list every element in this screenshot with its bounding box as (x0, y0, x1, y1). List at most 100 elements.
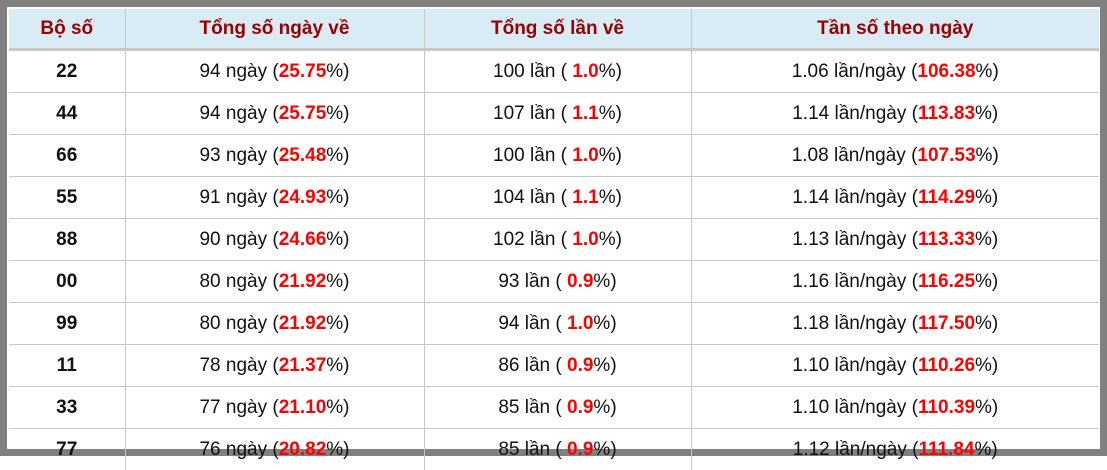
unit: lần (530, 187, 555, 208)
ngay-percent: 25.75 (279, 61, 327, 82)
lan-value: 86 (498, 355, 519, 376)
ngay-value: 94 (199, 103, 220, 124)
unit: lần (530, 103, 555, 124)
ngay-value: 93 (199, 145, 220, 166)
unit: lần/ngày (835, 187, 907, 208)
tan-so-percent: 110.39 (918, 397, 975, 418)
tong-ngay-cell: 80 ngày (21.92%) (125, 261, 424, 303)
tan-so-cell: 1.10 lần/ngày (110.39%) (691, 387, 1099, 429)
lan-value: 93 (498, 271, 519, 292)
tan-so-percent: 107.53 (917, 145, 975, 166)
bo-so-cell: 55 (9, 177, 125, 219)
lan-percent: 1.0 (572, 145, 598, 166)
tan-so-percent: 114.29 (918, 187, 975, 208)
unit: ngày (226, 355, 267, 376)
tan-so-cell: 1.16 lần/ngày (116.25%) (691, 261, 1099, 303)
bo-so-cell: 66 (9, 135, 125, 177)
tong-lan-cell: 85 lần ( 0.9%) (424, 429, 691, 470)
unit: lần/ngày (835, 271, 907, 292)
unit: lần (530, 61, 555, 82)
lan-percent: 0.9 (567, 397, 593, 418)
tan-so-cell: 1.14 lần/ngày (113.83%) (691, 93, 1099, 135)
ngay-percent: 25.75 (279, 103, 327, 124)
tong-ngay-cell: 93 ngày (25.48%) (125, 135, 424, 177)
lan-value: 102 (493, 229, 525, 250)
unit: lần/ngày (835, 103, 907, 124)
ngay-value: 80 (199, 271, 220, 292)
unit: lần/ngày (835, 229, 907, 250)
lan-percent: 1.1 (572, 187, 598, 208)
bo-so-cell: 33 (9, 387, 125, 429)
tan-so-cell: 1.08 lần/ngày (107.53%) (691, 135, 1099, 177)
ngay-value: 80 (199, 313, 220, 334)
unit: ngày (226, 187, 267, 208)
unit: ngày (226, 397, 267, 418)
lan-percent: 0.9 (567, 439, 593, 460)
lan-percent: 1.0 (567, 313, 593, 334)
tan-so-cell: 1.06 lần/ngày (106.38%) (691, 50, 1099, 93)
tan-so-percent: 116.25 (918, 271, 975, 292)
unit: lần/ngày (834, 61, 906, 82)
tan-so-percent: 110.26 (918, 355, 975, 376)
tan-so-value: 1.14 (792, 187, 829, 208)
bo-so-cell: 11 (9, 345, 125, 387)
ngay-value: 77 (199, 397, 220, 418)
lan-percent: 1.0 (572, 61, 598, 82)
tan-so-percent: 113.83 (918, 103, 975, 124)
lan-value: 107 (493, 103, 525, 124)
table-frame: Bộ số Tổng số ngày về Tổng số lần về Tần… (0, 0, 1107, 456)
tan-so-value: 1.10 (792, 397, 829, 418)
tan-so-cell: 1.14 lần/ngày (114.29%) (691, 177, 1099, 219)
tan-so-cell: 1.12 lần/ngày (111.84%) (691, 429, 1099, 470)
tong-lan-cell: 100 lần ( 1.0%) (424, 50, 691, 93)
tan-so-value: 1.08 (792, 145, 829, 166)
tong-ngay-cell: 91 ngày (24.93%) (125, 177, 424, 219)
ngay-percent: 21.37 (279, 355, 327, 376)
tong-lan-cell: 85 lần ( 0.9%) (424, 387, 691, 429)
ngay-percent: 21.10 (279, 397, 327, 418)
tong-ngay-cell: 77 ngày (21.10%) (125, 387, 424, 429)
ngay-value: 78 (199, 355, 220, 376)
ngay-percent: 20.82 (279, 439, 327, 460)
lan-value: 94 (498, 313, 519, 334)
tan-so-cell: 1.10 lần/ngày (110.26%) (691, 345, 1099, 387)
header-tong-so-lan: Tổng số lần về (424, 9, 691, 50)
tong-lan-cell: 93 lần ( 0.9%) (424, 261, 691, 303)
unit: ngày (226, 439, 267, 460)
unit: lần (530, 145, 555, 166)
lan-percent: 1.1 (572, 103, 598, 124)
ngay-value: 90 (199, 229, 220, 250)
unit: lần (530, 229, 555, 250)
tong-ngay-cell: 76 ngày (20.82%) (125, 429, 424, 470)
tan-so-value: 1.13 (792, 229, 829, 250)
bo-so-cell: 77 (9, 429, 125, 470)
bo-so-cell: 44 (9, 93, 125, 135)
tong-lan-cell: 104 lần ( 1.1%) (424, 177, 691, 219)
ngay-percent: 21.92 (279, 313, 327, 334)
unit: ngày (226, 103, 267, 124)
lan-value: 100 (493, 145, 525, 166)
tan-so-value: 1.06 (792, 61, 829, 82)
lan-value: 100 (493, 61, 525, 82)
unit: ngày (226, 229, 267, 250)
unit: lần (525, 271, 550, 292)
tan-so-cell: 1.13 lần/ngày (113.33%) (691, 219, 1099, 261)
tong-ngay-cell: 90 ngày (24.66%) (125, 219, 424, 261)
unit: lần (525, 313, 550, 334)
unit: lần (525, 355, 550, 376)
tong-lan-cell: 94 lần ( 1.0%) (424, 303, 691, 345)
tan-so-percent: 111.84 (918, 439, 974, 460)
tong-lan-cell: 107 lần ( 1.1%) (424, 93, 691, 135)
unit: lần (525, 439, 550, 460)
tan-so-value: 1.10 (792, 355, 829, 376)
tan-so-value: 1.12 (793, 439, 830, 460)
